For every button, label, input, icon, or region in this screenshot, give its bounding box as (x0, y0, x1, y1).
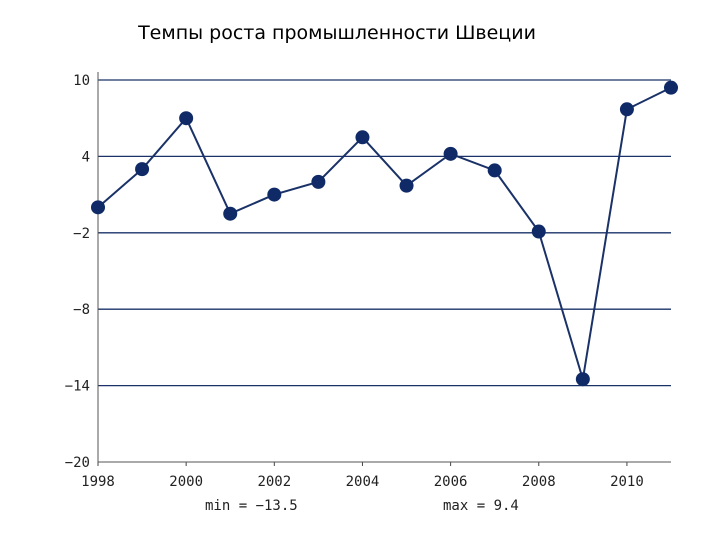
data-point (179, 111, 194, 126)
min-label: min = −13.5 (205, 498, 298, 514)
grid-lines (98, 79, 671, 387)
data-point (575, 372, 590, 387)
data-point (135, 162, 150, 177)
max-label: max = 9.4 (443, 498, 519, 514)
data-point (311, 174, 326, 189)
data-point (487, 163, 502, 178)
x-tick-label: 2002 (257, 474, 291, 490)
axes (97, 72, 671, 463)
series-group (91, 80, 678, 387)
data-point (664, 80, 678, 95)
y-axis-ticks: 10 4 −2 −8 −14 −20 (65, 73, 90, 471)
x-tick-label: 1998 (81, 474, 115, 490)
data-point (91, 200, 105, 215)
y-tick-label: −14 (65, 379, 90, 395)
x-tick-label: 2006 (434, 474, 468, 490)
chart-title: Темпы роста промышленности Швеции (138, 22, 536, 44)
y-tick-label: −2 (73, 226, 90, 242)
data-point (355, 130, 370, 145)
series-line (97, 86, 672, 380)
x-tick-label: 2010 (610, 474, 644, 490)
y-tick-label: 10 (73, 73, 90, 89)
x-tick-label: 2004 (346, 474, 380, 490)
y-tick-label: −8 (73, 302, 90, 318)
data-point (223, 206, 238, 221)
x-tick-label: 2008 (522, 474, 556, 490)
data-point (619, 102, 634, 117)
x-tick-label: 2000 (169, 474, 203, 490)
y-tick-label: −20 (65, 455, 90, 471)
data-point (267, 187, 282, 202)
y-tick-label: 4 (82, 149, 90, 165)
data-point (399, 178, 414, 193)
data-point (531, 224, 546, 239)
data-point (443, 146, 458, 161)
x-axis-ticks: 1998 2000 2002 2004 2006 2008 2010 (81, 462, 644, 490)
